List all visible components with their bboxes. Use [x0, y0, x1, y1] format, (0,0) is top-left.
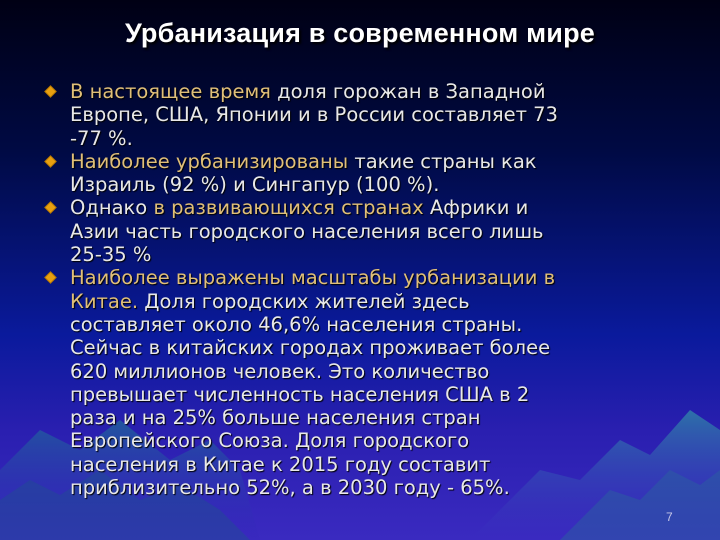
- page-number: 7: [666, 510, 673, 524]
- bullet-text: В настоящее время доля горожан в Западно…: [70, 80, 686, 150]
- diamond-bullet-icon: [45, 86, 56, 97]
- bullet-highlight: В настоящее время: [70, 80, 271, 103]
- slide-title: Урбанизация в современном мире: [124, 18, 596, 48]
- bullet-highlight: Наиболее урбанизированы: [70, 149, 349, 173]
- bullet-text: Наиболее урбанизированы такие страны как…: [70, 150, 686, 197]
- diamond-bullet-icon: [45, 156, 56, 167]
- diamond-bullet-icon: [45, 203, 56, 213]
- bullet-text: Наиболее выражены масштабы урбанизации в…: [70, 266, 686, 499]
- bullet-item: В настоящее время доля горожан в Западно…: [45, 80, 686, 150]
- bullet-list: В настоящее время доля горожан в Западно…: [45, 80, 686, 499]
- bullet-body: доля горожан в Западной Европе, США, Япон…: [70, 80, 558, 150]
- bullet-body: Африки и Азии часть городского населения …: [70, 196, 544, 267]
- bullet-prefix: Однако: [70, 196, 154, 220]
- bullet-body: такие страны как Израиль (92 %) и Сингапу…: [70, 149, 537, 197]
- bullet-body: Доля городских жителей здесь составляет о…: [70, 289, 551, 500]
- bullet-item: Наиболее урбанизированы такие страны как…: [45, 150, 686, 197]
- bullet-item: Наиболее выражены масштабы урбанизации в…: [45, 266, 686, 499]
- bullet-highlight: в развивающихся странах: [153, 196, 424, 220]
- bullet-highlight: Наиболее выражены масштабы урбанизации в…: [70, 266, 556, 313]
- diamond-bullet-icon: [45, 272, 56, 283]
